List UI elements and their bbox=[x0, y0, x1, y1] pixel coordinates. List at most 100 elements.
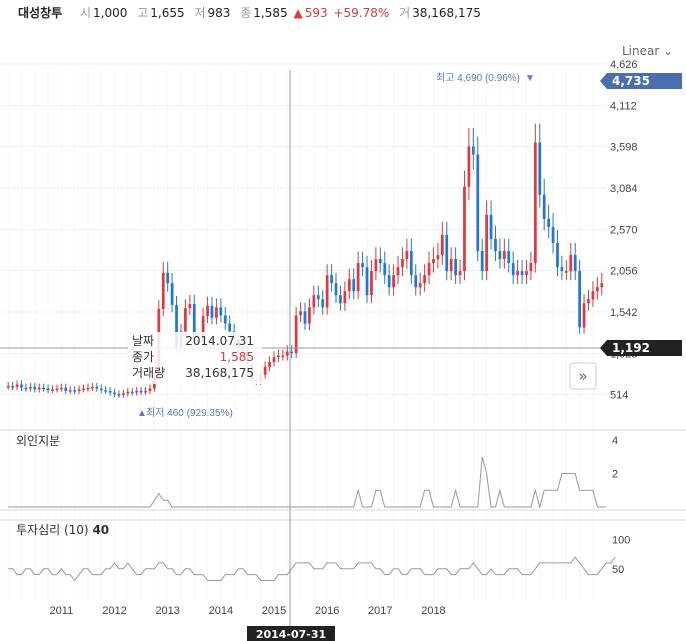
candle-body bbox=[37, 387, 41, 390]
sentiment-panel-value: 40 bbox=[92, 523, 109, 537]
candle-body bbox=[68, 390, 72, 392]
low-label: 저 bbox=[194, 6, 206, 20]
candle-body bbox=[228, 323, 232, 332]
candle-body bbox=[285, 351, 289, 356]
candle-body bbox=[82, 388, 85, 391]
candle-body bbox=[148, 388, 152, 391]
candle-body bbox=[405, 251, 409, 260]
max-down-icon: ▼ bbox=[525, 73, 535, 84]
candle-body bbox=[542, 194, 546, 219]
candle-body bbox=[277, 355, 280, 358]
candle-body bbox=[551, 226, 555, 243]
candle-body bbox=[316, 295, 320, 300]
y-tick-label: 3,084 bbox=[610, 183, 638, 195]
candle-body bbox=[51, 389, 54, 391]
candle-body bbox=[600, 283, 604, 288]
candle-body bbox=[498, 251, 502, 260]
min-annotation: 최저 460 (929.35%) bbox=[146, 407, 233, 419]
high-label: 고 bbox=[137, 6, 149, 20]
candles bbox=[6, 123, 604, 398]
candle-body bbox=[485, 214, 488, 272]
volume-label: 거 bbox=[399, 6, 411, 20]
candle-body bbox=[91, 386, 94, 389]
candle-body bbox=[42, 387, 46, 390]
crosshair-price-badge-shape bbox=[600, 340, 682, 356]
change-value: 593 bbox=[304, 6, 328, 20]
candle-body bbox=[113, 392, 116, 395]
candle-body bbox=[161, 272, 165, 309]
candle-body bbox=[436, 255, 440, 260]
candle-body bbox=[374, 259, 378, 272]
candle-body bbox=[454, 259, 457, 276]
candle-body bbox=[427, 263, 431, 276]
candle-body bbox=[347, 279, 351, 292]
x-tick-label: 2013 bbox=[155, 605, 179, 617]
crosshair-date-badge: 2014-07-31 bbox=[247, 626, 335, 641]
candle-body bbox=[46, 388, 50, 391]
candle-body bbox=[507, 251, 511, 264]
candle-body bbox=[471, 146, 475, 155]
candle-body bbox=[432, 259, 435, 264]
candle-body bbox=[201, 316, 205, 343]
candle-body bbox=[308, 307, 311, 324]
candle-body bbox=[361, 263, 364, 268]
candle-body bbox=[370, 271, 373, 296]
candle-body bbox=[365, 267, 369, 296]
low-value: 983 bbox=[207, 6, 231, 20]
sentiment-line bbox=[8, 556, 616, 582]
close-label: 종 bbox=[240, 6, 252, 20]
candle-body bbox=[99, 388, 103, 391]
candle-body bbox=[564, 271, 568, 273]
candle-body bbox=[263, 366, 267, 375]
foreign-line bbox=[8, 456, 607, 509]
scale-mode-dropdown[interactable]: Linear ⌄ bbox=[622, 44, 673, 58]
x-tick-label: 2017 bbox=[368, 605, 392, 617]
y-tick-label: 4,626 bbox=[610, 59, 638, 71]
sentiment-panel: 50 100 bbox=[8, 535, 630, 582]
candle-body bbox=[55, 388, 59, 391]
foreign-panel-title: 외인지분 bbox=[16, 434, 60, 448]
candle-body bbox=[423, 275, 426, 284]
candle-body bbox=[192, 304, 196, 340]
scale-mode-label: Linear bbox=[622, 44, 660, 58]
y-tick-label: 4,112 bbox=[610, 100, 637, 112]
candle-body bbox=[210, 305, 214, 318]
candle-body bbox=[135, 390, 139, 393]
crosshair-date-value: 2014-07-31 bbox=[256, 628, 326, 641]
candle-body bbox=[378, 259, 382, 264]
candle-body bbox=[59, 387, 63, 390]
candle-body bbox=[569, 255, 573, 272]
last-price-value: 4,735 bbox=[612, 74, 650, 88]
candle-body bbox=[219, 307, 223, 316]
grid-lines bbox=[0, 63, 686, 600]
tooltip-date-label: 날짜 bbox=[132, 334, 154, 348]
candle-body bbox=[533, 142, 537, 264]
candle-body bbox=[299, 311, 302, 316]
candle-body bbox=[458, 271, 462, 276]
candle-body bbox=[480, 251, 484, 272]
x-tick-label: 2012 bbox=[102, 605, 126, 617]
foreign-y-tick: 4 bbox=[612, 435, 618, 447]
candle-body bbox=[28, 386, 32, 389]
candle-body bbox=[383, 263, 387, 276]
candle-body bbox=[268, 362, 271, 367]
sentiment-panel-name: 투자심리 (10) bbox=[16, 523, 89, 537]
foreign-y-tick: 2 bbox=[612, 469, 618, 481]
candle-body bbox=[489, 214, 493, 239]
sentiment-y-tick: 100 bbox=[612, 535, 630, 547]
candle-body bbox=[130, 391, 134, 394]
candle-body bbox=[95, 386, 99, 389]
sentiment-y-tick: 50 bbox=[612, 564, 624, 576]
candle-body bbox=[387, 275, 391, 288]
open-value: 1,000 bbox=[93, 6, 128, 20]
candle-body bbox=[144, 390, 147, 393]
tooltip-close-label: 종가 bbox=[132, 350, 154, 364]
candle-body bbox=[73, 390, 77, 392]
candle-body bbox=[206, 305, 209, 317]
candle-body bbox=[502, 251, 506, 260]
tooltip-background bbox=[128, 332, 262, 384]
candle-body bbox=[547, 218, 551, 227]
scroll-right-button-frame[interactable] bbox=[569, 362, 597, 390]
scroll-right-button[interactable]: » bbox=[569, 362, 597, 390]
